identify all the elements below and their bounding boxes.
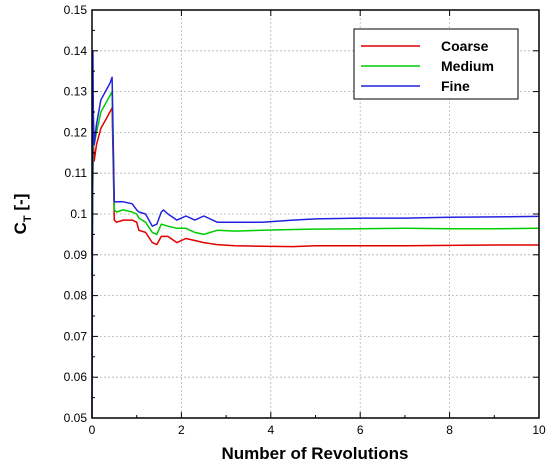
y-tick-label: 0.1 <box>70 207 87 221</box>
x-tick-label: 0 <box>89 423 96 437</box>
x-tick-label: 6 <box>357 423 364 437</box>
y-axis-title: CT [-] <box>11 194 34 235</box>
legend-box <box>353 28 519 100</box>
x-tick-label: 4 <box>267 423 274 437</box>
y-tick-label: 0.06 <box>64 370 88 384</box>
x-tick-label: 2 <box>178 423 185 437</box>
y-tick-label: 0.09 <box>64 248 88 262</box>
y-tick-label: 0.05 <box>64 411 88 425</box>
series-group <box>91 50 540 419</box>
legend-label-medium: Medium <box>441 58 494 74</box>
y-tick-label: 0.14 <box>64 44 88 58</box>
y-tick-label: 0.12 <box>64 125 88 139</box>
x-tick-label: 8 <box>446 423 453 437</box>
y-axis-title-unit: [-] <box>11 194 30 216</box>
legend-label-fine: Fine <box>441 78 470 94</box>
y-tick-label: 0.08 <box>64 289 88 303</box>
y-axis-title-main: C <box>11 222 30 234</box>
ticks-group: 0 2 4 6 8 10 0.05 0.06 0.07 0.08 0.09 0.1 0.11 0.12 0.… <box>64 3 546 437</box>
y-axis-title-sub: T <box>22 215 34 222</box>
series-line-coarse <box>91 107 539 255</box>
legend-label-coarse: Coarse <box>441 38 489 54</box>
y-tick-label: 0.11 <box>65 166 88 180</box>
x-tick-label: 10 <box>532 423 546 437</box>
legend: Coarse Medium Fine <box>353 28 519 100</box>
y-tick-label: 0.07 <box>64 329 88 343</box>
y-tick-label: 0.13 <box>64 85 88 99</box>
series-line-fine <box>91 50 540 419</box>
y-tick-label: 0.15 <box>64 3 88 17</box>
series-line-medium <box>91 90 540 276</box>
x-axis-title: Number of Revolutions <box>221 444 408 463</box>
